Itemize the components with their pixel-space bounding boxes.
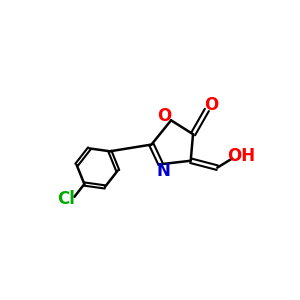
Text: OH: OH <box>227 147 255 165</box>
Text: Cl: Cl <box>57 190 75 208</box>
Text: N: N <box>156 162 170 180</box>
Text: O: O <box>157 107 171 125</box>
Text: O: O <box>204 96 219 114</box>
